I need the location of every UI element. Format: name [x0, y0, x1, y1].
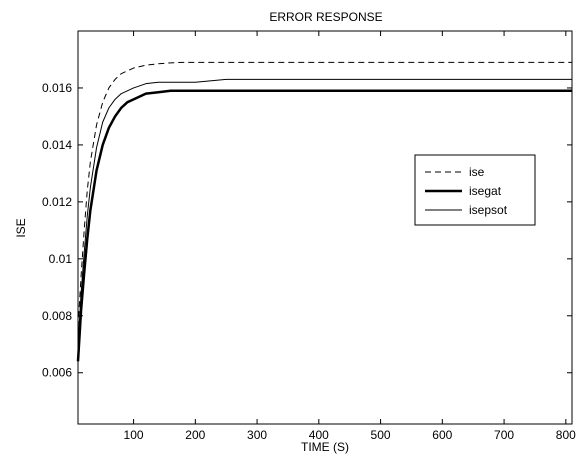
y-axis-label: ISE [14, 218, 28, 237]
series-line-ise [77, 61, 572, 328]
plot-area [77, 30, 573, 425]
legend-label-isegat: isegat [469, 184, 502, 198]
legend: ise isegat isepsot [414, 154, 536, 226]
y-tick-label: 0.012 [42, 195, 72, 209]
x-tick-label: 600 [432, 428, 452, 442]
legend-label-ise: ise [469, 165, 485, 179]
series-layer [76, 61, 572, 362]
chart-title: ERROR RESPONSE [269, 10, 382, 24]
x-tick-label: 700 [494, 428, 514, 442]
y-tick-label: 0.008 [42, 309, 72, 323]
x-tick-label: 100 [124, 428, 144, 442]
x-tick-label: 200 [185, 428, 205, 442]
y-tick-label: 0.014 [42, 138, 72, 152]
x-ticks: 100 200 300 400 500 600 700 800 [124, 31, 576, 442]
y-tick-label: 0.016 [42, 81, 72, 95]
x-axis-label: TIME (S) [301, 440, 349, 454]
series-line-isegat [76, 89, 572, 362]
x-tick-label: 500 [371, 428, 391, 442]
legend-label-isepsot: isepsot [469, 203, 508, 217]
y-ticks: 0.006 0.008 0.01 0.012 0.014 0.016 [42, 81, 572, 380]
y-tick-label: 0.006 [42, 366, 72, 380]
x-tick-label: 400 [309, 428, 329, 442]
y-tick-label: 0.01 [49, 252, 73, 266]
x-tick-label: 300 [247, 428, 267, 442]
series-line-isepsot [77, 78, 572, 345]
x-tick-label: 800 [556, 428, 576, 442]
